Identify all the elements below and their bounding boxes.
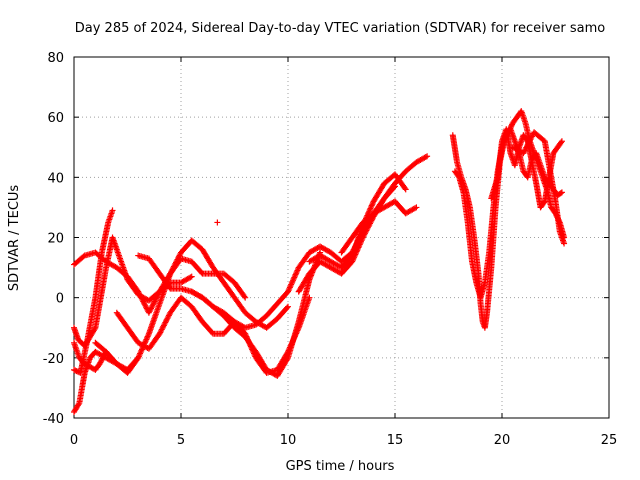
data-point-interp xyxy=(284,304,291,311)
series-track-5 xyxy=(71,249,249,316)
data-point-interp xyxy=(557,190,564,197)
data-point-interp xyxy=(558,139,565,146)
data-point-interp xyxy=(455,173,462,180)
series-track-12 xyxy=(338,198,420,256)
data-point-interp xyxy=(284,356,291,363)
data-point-interp xyxy=(91,326,98,333)
data-point xyxy=(188,273,195,280)
data-point-interp xyxy=(422,154,429,161)
data-point xyxy=(424,153,431,160)
data-point xyxy=(558,138,565,145)
x-tick-label: 20 xyxy=(494,433,511,448)
data-point xyxy=(402,186,409,193)
data-point xyxy=(285,303,291,310)
series-track-17 xyxy=(509,129,568,247)
y-axis-label: SDTVAR / TECUs xyxy=(7,185,22,292)
y-tick-label: 20 xyxy=(47,232,64,247)
data-point xyxy=(413,204,420,211)
data-point-interp xyxy=(540,199,547,206)
y-axis-ticks: -40 -20 0 20 40 60 80 xyxy=(43,51,609,427)
data-point-interp xyxy=(412,205,419,212)
series-track-9 xyxy=(188,183,398,331)
y-tick-label: 0 xyxy=(56,292,64,307)
data-point xyxy=(109,207,116,214)
x-axis-label: GPS time / hours xyxy=(286,459,395,474)
y-tick-label: -40 xyxy=(43,412,64,427)
data-point-interp xyxy=(401,185,408,192)
x-tick-label: 25 xyxy=(601,433,618,448)
data-series xyxy=(71,108,568,415)
x-tick-label: 15 xyxy=(387,433,404,448)
data-point xyxy=(561,240,568,247)
x-tick-label: 5 xyxy=(177,433,185,448)
data-point-interp xyxy=(187,274,194,281)
x-axis-ticks: 0 5 10 15 20 25 xyxy=(70,57,617,448)
y-tick-label: 60 xyxy=(47,111,64,126)
series-track-2 xyxy=(71,234,195,349)
data-point xyxy=(558,189,565,196)
x-tick-label: 0 xyxy=(70,433,78,448)
data-point-interp xyxy=(75,401,82,408)
grid-lines xyxy=(74,57,609,418)
series-track-13 xyxy=(214,219,221,226)
series-track-11 xyxy=(306,171,409,271)
data-point-interp xyxy=(241,293,248,300)
data-point xyxy=(214,219,221,226)
data-point xyxy=(242,294,249,301)
chart-title: Day 285 of 2024, Sidereal Day-to-day VTE… xyxy=(75,21,606,36)
y-tick-label: 80 xyxy=(47,51,64,66)
x-tick-label: 10 xyxy=(280,433,297,448)
y-tick-label: -20 xyxy=(43,352,64,367)
y-tick-label: 40 xyxy=(47,171,64,186)
series-track-4 xyxy=(71,207,116,376)
